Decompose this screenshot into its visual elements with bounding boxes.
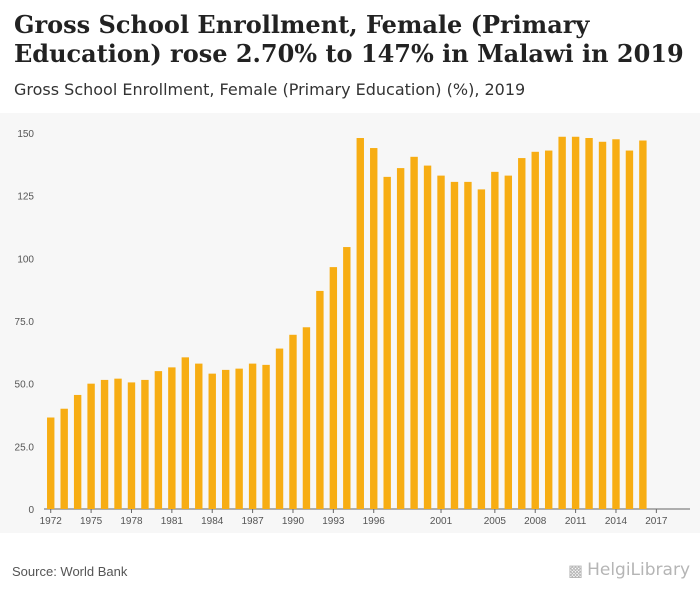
bar — [154, 371, 163, 509]
bar — [289, 334, 297, 509]
bar — [491, 171, 499, 509]
bar — [316, 290, 324, 509]
x-tick-label: 2011 — [565, 516, 587, 527]
bar — [114, 378, 122, 509]
bar — [100, 379, 109, 509]
bar — [464, 181, 472, 509]
bar — [235, 368, 243, 509]
bar — [168, 367, 176, 509]
x-tick-label: 2005 — [484, 516, 507, 527]
x-tick-label: 1972 — [40, 516, 63, 527]
y-tick-label: 0 — [28, 505, 34, 516]
source-note: Source: World Bank — [12, 564, 128, 579]
bar — [262, 364, 270, 509]
bar — [571, 136, 580, 509]
bar — [612, 139, 620, 509]
bar — [302, 327, 311, 509]
bar — [141, 379, 149, 509]
library-icon: ▩ — [567, 560, 584, 580]
bar — [87, 383, 95, 509]
bar — [585, 138, 593, 509]
y-tick-label: 75.0 — [15, 317, 35, 328]
bar — [450, 181, 459, 509]
logo-text: HelgiLibrary — [587, 560, 690, 580]
bar — [410, 156, 418, 509]
bar — [558, 136, 566, 509]
x-tick-label: 1990 — [282, 516, 305, 527]
bar — [531, 151, 539, 510]
bar — [73, 394, 82, 509]
bar — [329, 267, 338, 509]
y-tick-label: 100 — [17, 254, 34, 265]
bar — [625, 150, 634, 510]
bar — [518, 158, 526, 509]
x-tick-label: 1975 — [80, 516, 103, 527]
bar — [504, 175, 513, 510]
bar — [396, 168, 405, 509]
bar — [60, 408, 68, 509]
bar — [248, 363, 257, 509]
y-tick-label: 25.0 — [15, 442, 35, 453]
bar — [47, 417, 55, 509]
bar — [343, 247, 351, 510]
bar-chart: 0 25.0 50.0 75.0 100 125 150 1972 1975 1978 1981 19… — [15, 129, 690, 527]
x-tick-label: 2017 — [645, 516, 668, 527]
x-tick-label: 1981 — [161, 516, 184, 527]
bar — [477, 189, 486, 509]
x-tick-label: 1978 — [120, 516, 143, 527]
bar — [423, 165, 432, 509]
bar — [639, 140, 647, 509]
bar — [221, 369, 230, 509]
bar — [275, 348, 284, 509]
chart-area: 0 25.0 50.0 75.0 100 125 150 1972 1975 1978 1981 19… — [0, 113, 700, 533]
x-tick-label: 1996 — [363, 516, 386, 527]
bar — [127, 382, 136, 509]
bar — [370, 148, 378, 509]
bar — [544, 150, 553, 510]
x-tick-label: 2014 — [605, 516, 628, 527]
bar — [181, 357, 190, 509]
bar — [598, 141, 607, 509]
y-tick-label: 150 — [17, 129, 34, 140]
chart-subtitle: Gross School Enrollment, Female (Primary… — [14, 80, 526, 99]
bar — [195, 363, 203, 509]
x-tick-label: 1993 — [322, 516, 345, 527]
x-tick-label: 2001 — [430, 516, 453, 527]
x-tick-label: 2008 — [524, 516, 547, 527]
helgilibrary-logo: ▩ HelgiLibrary — [568, 560, 690, 580]
y-tick-label: 125 — [17, 192, 34, 203]
bar — [208, 373, 216, 509]
bar — [383, 176, 391, 509]
bar — [356, 138, 364, 509]
y-tick-label: 50.0 — [15, 380, 35, 391]
x-tick-label: 1987 — [241, 516, 264, 527]
bar — [437, 175, 445, 510]
x-tick-label: 1984 — [201, 516, 224, 527]
chart-title: Gross School Enrollment, Female (Primary… — [14, 10, 684, 68]
